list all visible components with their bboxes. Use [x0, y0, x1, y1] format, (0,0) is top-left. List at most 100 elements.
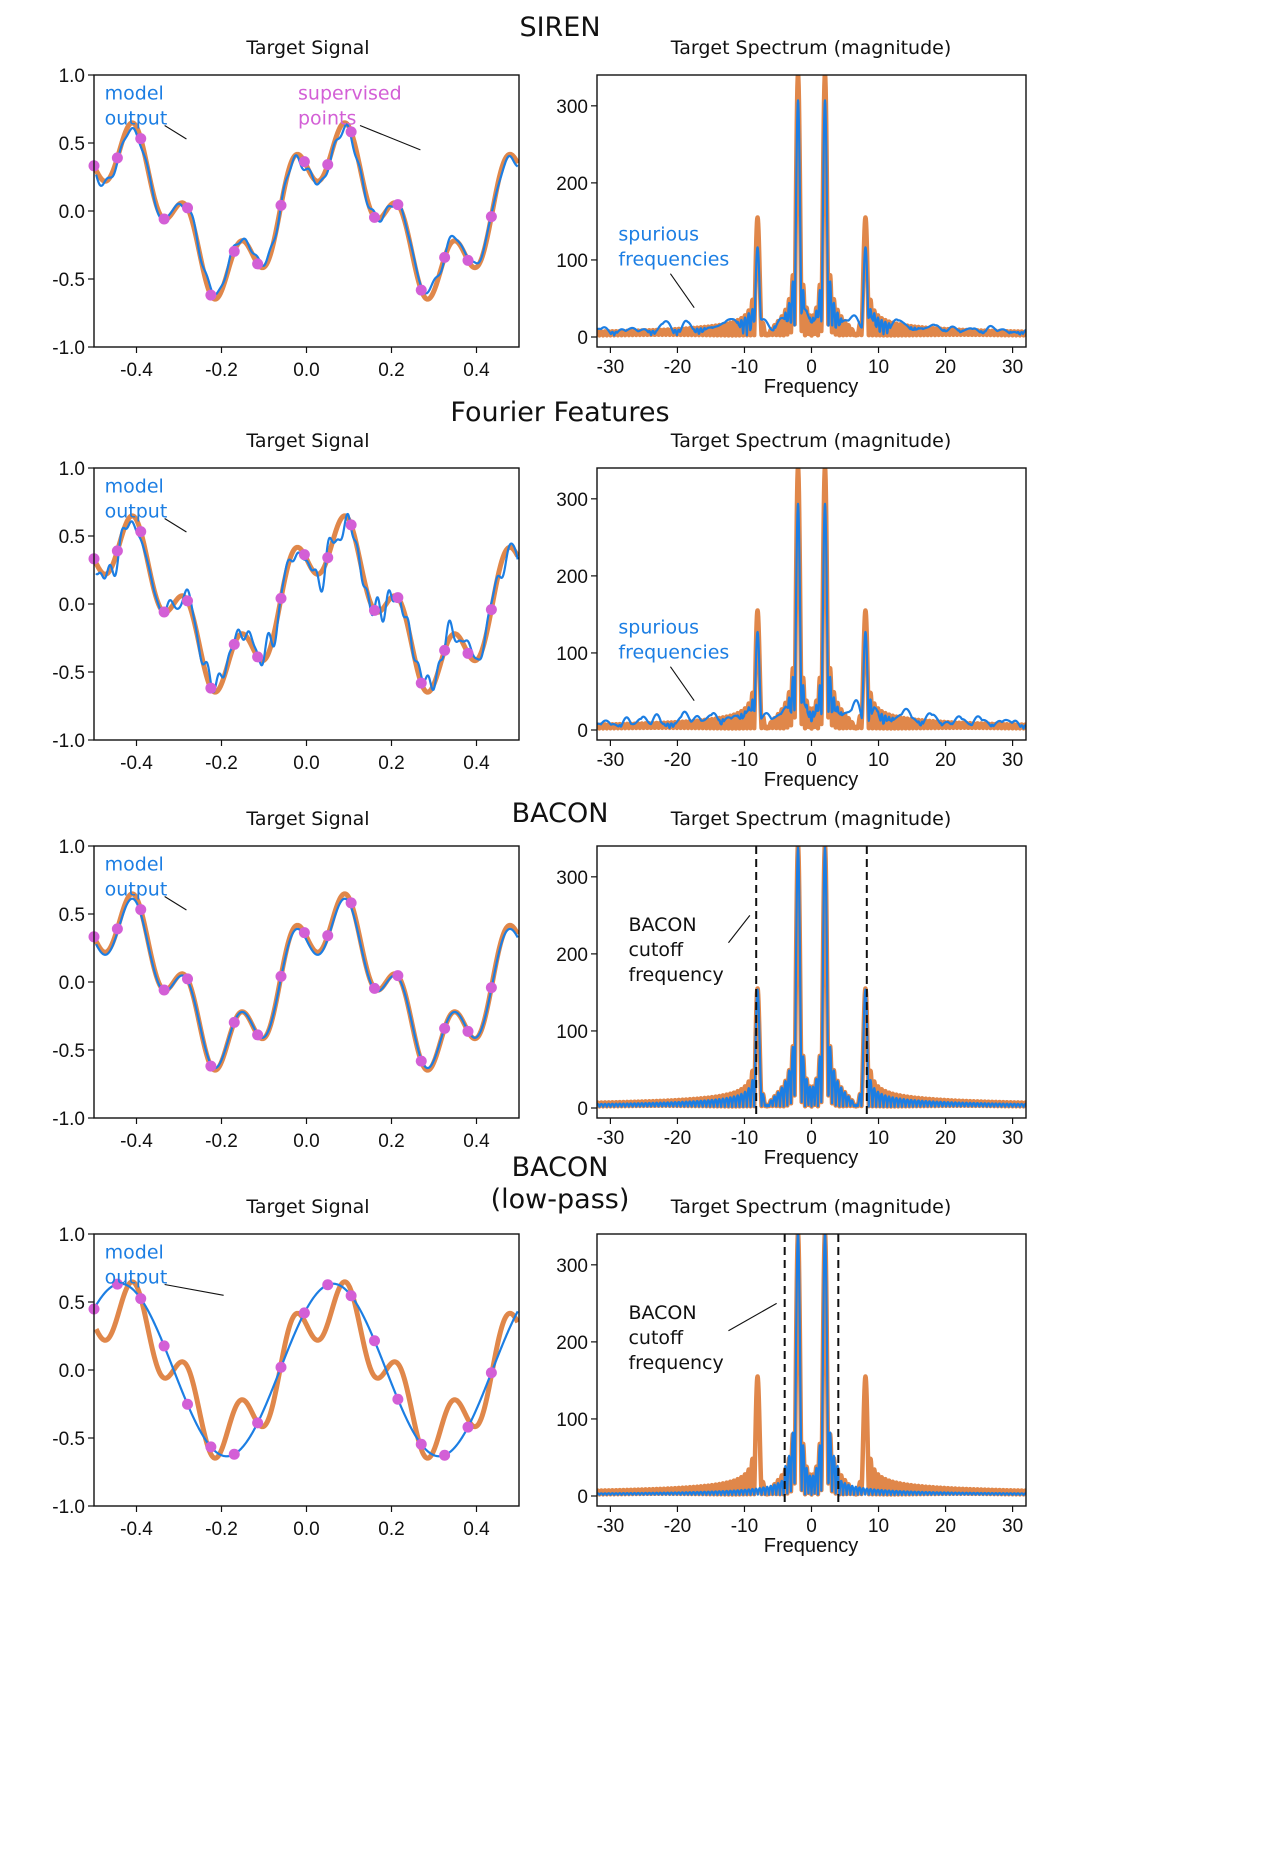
- annotation-pointer: [728, 915, 751, 944]
- spectrum-panel-title: Target Spectrum (magnitude): [670, 430, 952, 452]
- x-tick-label: 10: [868, 1128, 889, 1149]
- y-tick-label: 100: [556, 644, 588, 665]
- y-tick-label: 0.0: [59, 595, 85, 616]
- supervised-point: [369, 211, 380, 223]
- y-tick-label: 200: [556, 1333, 588, 1354]
- supervised-point: [111, 152, 123, 164]
- supervised-point: [252, 1417, 264, 1429]
- supervised-point: [415, 677, 427, 689]
- x-tick-label: -0.2: [205, 360, 238, 381]
- model-spectrum-line: [597, 846, 1026, 1108]
- y-tick-label: 300: [556, 490, 588, 511]
- signal-panel-title: Target Signal: [245, 37, 369, 59]
- row-title: BACON: [512, 1152, 609, 1183]
- x-tick-label: -0.4: [120, 360, 153, 381]
- y-tick-label: 0: [577, 328, 588, 349]
- x-tick-label: 0.0: [293, 1131, 319, 1152]
- y-tick-label: 300: [556, 1256, 588, 1277]
- annotation-pointer: [164, 125, 187, 140]
- spectrum-x-axis-label: Frequency: [764, 1535, 859, 1557]
- supervised-point: [322, 1279, 334, 1291]
- model-spectrum-line: [597, 502, 1026, 730]
- y-tick-label: 0.5: [59, 527, 85, 548]
- x-tick-label: 0: [806, 750, 817, 771]
- row-ff: Fourier Features Target Signal Target Spec…: [52, 397, 1027, 791]
- y-tick-label: -1.0: [52, 1497, 85, 1518]
- supervised-point: [485, 1367, 497, 1379]
- target-spectrum-line: [597, 75, 1026, 338]
- supervised-point: [298, 927, 310, 939]
- supervised-point: [182, 973, 193, 985]
- signal-axes-frame: [93, 467, 520, 741]
- supervised-point: [462, 254, 474, 266]
- supervised-point: [392, 970, 404, 982]
- target-signal-line: [94, 891, 519, 1073]
- spectrum-axes-frame: [596, 74, 1027, 348]
- x-tick-label: 0.0: [293, 360, 319, 381]
- supervised-point: [439, 1022, 451, 1034]
- y-tick-label: 0.0: [59, 202, 85, 223]
- spectrum-panel-title: Target Spectrum (magnitude): [670, 37, 952, 59]
- spectrum-chart: -30 -20 -10 0 10 20 300100200300FrequencyBACON…: [556, 845, 1027, 1169]
- target-spectrum-line: [597, 468, 1026, 731]
- y-tick-label: 0.5: [59, 905, 85, 926]
- y-tick-label: 200: [556, 174, 588, 195]
- y-tick-label: -0.5: [52, 1041, 85, 1062]
- supervised-point: [345, 1290, 357, 1302]
- y-tick-label: -1.0: [52, 338, 85, 359]
- annotation-pointer: [164, 1283, 224, 1296]
- y-tick-label: 1.0: [59, 66, 85, 87]
- spectrum-annotation-text: cutoff: [628, 1327, 684, 1349]
- spectrum-axes-frame: [596, 1233, 1027, 1507]
- supervised-point: [158, 984, 170, 996]
- annotation-pointer: [669, 273, 695, 309]
- supervised-point: [369, 1335, 380, 1347]
- supervised-point: [111, 545, 123, 557]
- signal-annotation-text: points: [298, 107, 356, 129]
- y-tick-label: 0: [577, 1487, 588, 1508]
- annotation-pointer: [164, 518, 187, 533]
- x-tick-label: 0.0: [293, 753, 319, 774]
- spectrum-annotation-text: spurious: [618, 617, 699, 639]
- spectrum-x-axis-label: Frequency: [764, 1147, 859, 1169]
- x-tick-label: -20: [664, 357, 691, 378]
- signal-annotation-text: model: [105, 853, 164, 875]
- supervised-point: [205, 1441, 217, 1453]
- x-tick-label: 30: [1002, 1128, 1023, 1149]
- x-tick-label: 10: [868, 1516, 889, 1537]
- x-tick-label: 20: [935, 1516, 956, 1537]
- supervised-point: [345, 126, 357, 138]
- spectrum-panel-title: Target Spectrum (magnitude): [670, 808, 952, 830]
- x-tick-label: 0.2: [378, 1519, 404, 1540]
- annotation-pointer: [359, 124, 421, 151]
- supervised-point: [252, 1029, 264, 1041]
- y-tick-label: 1.0: [59, 837, 85, 858]
- x-tick-label: 0: [806, 357, 817, 378]
- x-tick-label: 30: [1002, 750, 1023, 771]
- supervised-point: [135, 133, 147, 145]
- x-tick-label: 10: [868, 357, 889, 378]
- supervised-point: [158, 606, 170, 618]
- signal-annotation-text: output: [105, 107, 168, 129]
- supervised-point: [252, 651, 264, 663]
- x-tick-label: 0: [806, 1128, 817, 1149]
- spectrum-axes-frame: [596, 467, 1027, 741]
- spectrum-annotation-text: cutoff: [628, 939, 684, 961]
- annotation-pointer: [728, 1302, 777, 1332]
- supervised-point: [182, 595, 193, 607]
- signal-annotation-text: supervised: [298, 82, 402, 104]
- supervised-point: [205, 1060, 217, 1072]
- supervised-point: [275, 970, 287, 982]
- x-tick-label: -30: [597, 750, 624, 771]
- supervised-point: [462, 1421, 474, 1433]
- spectrum-annotation-text: BACON: [628, 914, 696, 936]
- supervised-point: [415, 284, 427, 296]
- supervised-point: [298, 549, 310, 561]
- supervised-point: [415, 1438, 427, 1450]
- signal-chart: -0.4 -0.2 0.0 0.2 0.4 -1.0 -0.5 0.0 0.5 1.0 model o…: [52, 459, 520, 774]
- supervised-point: [415, 1055, 427, 1067]
- x-tick-label: -30: [597, 1516, 624, 1537]
- supervised-point: [228, 638, 240, 650]
- y-tick-label: 0.0: [59, 1361, 85, 1382]
- y-tick-label: 300: [556, 97, 588, 118]
